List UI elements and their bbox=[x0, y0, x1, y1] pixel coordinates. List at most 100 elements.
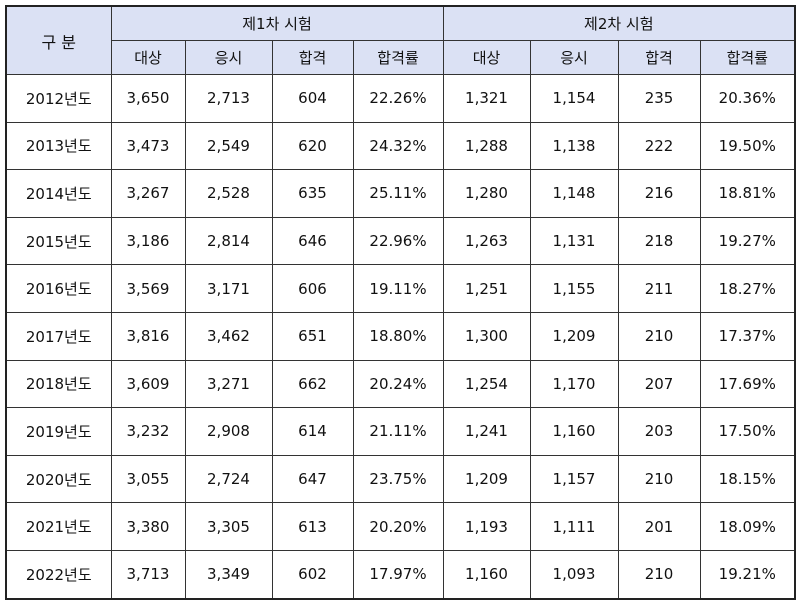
column-header: 합격 bbox=[617, 40, 701, 75]
table-row: 2013년도 3,473 2,549 620 24.32% 1,288 1,138 222 19… bbox=[5, 121, 796, 171]
first-passed-cell: 646 bbox=[271, 216, 354, 266]
second-passed-cell: 210 bbox=[617, 311, 701, 361]
second-target-cell: 1,251 bbox=[442, 264, 531, 313]
first-pass-rate-cell: 19.11% bbox=[352, 264, 444, 313]
first-target-cell: 3,232 bbox=[110, 407, 186, 456]
table-body: 2012년도 3,650 2,713 604 22.26% 1,321 1,154 235 20… bbox=[5, 74, 796, 600]
second-pass-rate-cell: 17.50% bbox=[699, 407, 796, 456]
first-pass-rate-cell: 22.96% bbox=[352, 216, 444, 266]
first-target-cell: 3,569 bbox=[110, 264, 186, 313]
first-passed-cell: 635 bbox=[271, 169, 354, 218]
first-applicants-cell: 2,549 bbox=[184, 121, 273, 171]
year-cell: 2013년도 bbox=[5, 121, 112, 171]
column-header: 응시 bbox=[184, 40, 273, 75]
first-passed-cell: 651 bbox=[271, 311, 354, 361]
table-row: 2020년도 3,055 2,724 647 23.75% 1,209 1,157 210 18… bbox=[5, 454, 796, 504]
first-passed-cell: 647 bbox=[271, 454, 354, 504]
second-passed-cell: 201 bbox=[617, 502, 701, 551]
second-passed-cell: 207 bbox=[617, 359, 701, 409]
header-sub-row: 대상 응시 합격 합격률 대상 응시 합격 합격률 bbox=[6, 40, 796, 75]
first-target-cell: 3,609 bbox=[110, 359, 186, 409]
column-header: 합격률 bbox=[699, 40, 796, 75]
year-cell: 2019년도 bbox=[5, 407, 112, 456]
year-cell: 2014년도 bbox=[5, 169, 112, 218]
second-pass-rate-cell: 20.36% bbox=[699, 74, 796, 123]
first-applicants-cell: 2,814 bbox=[184, 216, 273, 266]
exam-statistics-table: 구 분 제1차 시험 제2차 시험 대상 응시 합격 합격률 대상 응시 합격 … bbox=[5, 5, 797, 600]
second-target-cell: 1,209 bbox=[442, 454, 531, 504]
first-pass-rate-cell: 18.80% bbox=[352, 311, 444, 361]
second-applicants-cell: 1,155 bbox=[529, 264, 619, 313]
table-row: 2016년도 3,569 3,171 606 19.11% 1,251 1,155 211 18… bbox=[5, 264, 796, 313]
first-target-cell: 3,055 bbox=[110, 454, 186, 504]
second-applicants-cell: 1,170 bbox=[529, 359, 619, 409]
second-applicants-cell: 1,148 bbox=[529, 169, 619, 218]
column-header: 대상 bbox=[110, 40, 186, 75]
table-row: 2012년도 3,650 2,713 604 22.26% 1,321 1,154 235 20… bbox=[5, 74, 796, 123]
first-pass-rate-cell: 23.75% bbox=[352, 454, 444, 504]
table-row: 2019년도 3,232 2,908 614 21.11% 1,241 1,160 203 17… bbox=[5, 407, 796, 456]
second-pass-rate-cell: 18.27% bbox=[699, 264, 796, 313]
year-cell: 2017년도 bbox=[5, 311, 112, 361]
first-passed-cell: 620 bbox=[271, 121, 354, 171]
second-passed-cell: 211 bbox=[617, 264, 701, 313]
year-cell: 2021년도 bbox=[5, 502, 112, 551]
second-applicants-cell: 1,154 bbox=[529, 74, 619, 123]
second-applicants-cell: 1,093 bbox=[529, 549, 619, 600]
second-applicants-cell: 1,209 bbox=[529, 311, 619, 361]
table-row: 2015년도 3,186 2,814 646 22.96% 1,263 1,131 218 19… bbox=[5, 216, 796, 266]
year-cell: 2018년도 bbox=[5, 359, 112, 409]
first-passed-cell: 662 bbox=[271, 359, 354, 409]
first-exam-header: 제1차 시험 bbox=[110, 5, 444, 41]
second-target-cell: 1,288 bbox=[442, 121, 531, 171]
year-cell: 2012년도 bbox=[5, 74, 112, 123]
second-pass-rate-cell: 17.69% bbox=[699, 359, 796, 409]
second-pass-rate-cell: 19.27% bbox=[699, 216, 796, 266]
first-applicants-cell: 2,713 bbox=[184, 74, 273, 123]
first-pass-rate-cell: 24.32% bbox=[352, 121, 444, 171]
table-row: 2021년도 3,380 3,305 613 20.20% 1,193 1,111 201 18… bbox=[5, 502, 796, 551]
second-pass-rate-cell: 18.81% bbox=[699, 169, 796, 218]
table-row: 2018년도 3,609 3,271 662 20.24% 1,254 1,170 207 17… bbox=[5, 359, 796, 409]
second-passed-cell: 235 bbox=[617, 74, 701, 123]
header-group-row: 구 분 제1차 시험 제2차 시험 bbox=[5, 5, 796, 75]
first-passed-cell: 606 bbox=[271, 264, 354, 313]
year-cell: 2015년도 bbox=[5, 216, 112, 266]
first-target-cell: 3,816 bbox=[110, 311, 186, 361]
first-passed-cell: 604 bbox=[271, 74, 354, 123]
second-passed-cell: 218 bbox=[617, 216, 701, 266]
second-pass-rate-cell: 17.37% bbox=[699, 311, 796, 361]
second-target-cell: 1,280 bbox=[442, 169, 531, 218]
first-pass-rate-cell: 25.11% bbox=[352, 169, 444, 218]
column-header: 합격률 bbox=[352, 40, 444, 75]
second-applicants-cell: 1,157 bbox=[529, 454, 619, 504]
second-passed-cell: 210 bbox=[617, 454, 701, 504]
second-passed-cell: 203 bbox=[617, 407, 701, 456]
second-target-cell: 1,254 bbox=[442, 359, 531, 409]
year-cell: 2016년도 bbox=[5, 264, 112, 313]
first-pass-rate-cell: 20.20% bbox=[352, 502, 444, 551]
second-passed-cell: 222 bbox=[617, 121, 701, 171]
table-row: 2022년도 3,713 3,349 602 17.97% 1,160 1,093 210 19… bbox=[5, 549, 796, 600]
second-target-cell: 1,193 bbox=[442, 502, 531, 551]
column-header: 응시 bbox=[529, 40, 619, 75]
column-header: 합격 bbox=[271, 40, 354, 75]
year-cell: 2022년도 bbox=[5, 549, 112, 600]
first-pass-rate-cell: 20.24% bbox=[352, 359, 444, 409]
second-pass-rate-cell: 19.50% bbox=[699, 121, 796, 171]
second-applicants-cell: 1,131 bbox=[529, 216, 619, 266]
year-cell: 2020년도 bbox=[5, 454, 112, 504]
second-target-cell: 1,160 bbox=[442, 549, 531, 600]
first-target-cell: 3,380 bbox=[110, 502, 186, 551]
second-target-cell: 1,241 bbox=[442, 407, 531, 456]
first-applicants-cell: 3,271 bbox=[184, 359, 273, 409]
second-target-cell: 1,263 bbox=[442, 216, 531, 266]
first-target-cell: 3,650 bbox=[110, 74, 186, 123]
first-applicants-cell: 3,305 bbox=[184, 502, 273, 551]
column-header: 대상 bbox=[442, 40, 531, 75]
first-passed-cell: 602 bbox=[271, 549, 354, 600]
table-row: 2017년도 3,816 3,462 651 18.80% 1,300 1,209 210 17… bbox=[5, 311, 796, 361]
exam-statistics-table-container: 구 분 제1차 시험 제2차 시험 대상 응시 합격 합격률 대상 응시 합격 … bbox=[5, 5, 797, 600]
first-pass-rate-cell: 21.11% bbox=[352, 407, 444, 456]
second-pass-rate-cell: 19.21% bbox=[699, 549, 796, 600]
